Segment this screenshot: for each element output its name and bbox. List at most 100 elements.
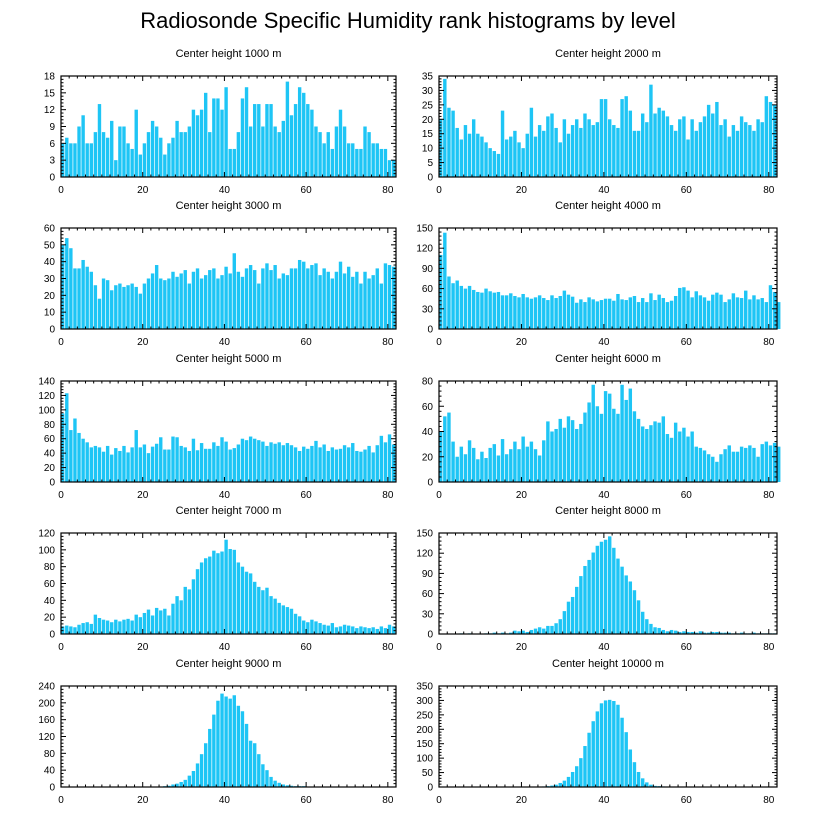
histogram-bar bbox=[326, 625, 330, 634]
histogram-bar bbox=[665, 116, 670, 177]
x-tick-label: 20 bbox=[516, 795, 528, 806]
histogram-bar bbox=[562, 290, 567, 329]
histogram-bar bbox=[554, 298, 558, 329]
histogram-bar bbox=[579, 127, 583, 177]
histogram-bar bbox=[244, 571, 249, 634]
histogram-bar bbox=[228, 698, 232, 788]
y-tick-label: 60 bbox=[422, 589, 434, 600]
histogram-bar bbox=[285, 443, 290, 482]
panel-title: Center height 1000 m bbox=[176, 48, 282, 60]
y-tick-label: 60 bbox=[44, 579, 56, 590]
y-tick-label: 12 bbox=[44, 105, 56, 116]
histogram-bar bbox=[322, 268, 326, 329]
histogram-bar bbox=[678, 287, 682, 329]
x-tick-label: 20 bbox=[137, 795, 149, 806]
histogram-bar bbox=[504, 454, 509, 482]
histogram-bar bbox=[517, 297, 521, 329]
histogram-bar bbox=[297, 616, 302, 634]
histogram-bar bbox=[748, 299, 752, 329]
histogram-bar bbox=[216, 98, 220, 177]
histogram-bar bbox=[735, 130, 740, 177]
histogram-bar bbox=[509, 449, 513, 482]
histogram-bar bbox=[443, 232, 447, 329]
histogram-bar bbox=[669, 437, 674, 482]
histogram-bar bbox=[146, 132, 151, 177]
histogram-bar bbox=[727, 136, 731, 177]
histogram-bar bbox=[727, 299, 731, 329]
histogram-bar bbox=[97, 447, 102, 482]
histogram-bar bbox=[191, 579, 196, 634]
histogram-bar bbox=[591, 299, 595, 329]
y-tick-label: 15 bbox=[44, 88, 56, 99]
histogram-bar bbox=[261, 590, 265, 634]
histogram-bar bbox=[163, 154, 167, 177]
histogram-bar bbox=[253, 581, 257, 634]
histogram-bar bbox=[669, 300, 674, 329]
histogram-bar bbox=[706, 300, 711, 329]
histogram-bar bbox=[253, 743, 257, 787]
histogram-bar bbox=[224, 87, 228, 177]
y-tick-label: 40 bbox=[422, 427, 434, 438]
panel-title: Center height 6000 m bbox=[555, 353, 661, 365]
x-tick-label: 80 bbox=[382, 490, 394, 501]
histogram-bar bbox=[492, 444, 497, 483]
histogram-bar bbox=[355, 628, 359, 634]
histogram-bar bbox=[537, 455, 542, 482]
histogram-bar bbox=[575, 586, 579, 634]
histogram-bar bbox=[203, 448, 208, 482]
histogram-bar bbox=[257, 104, 261, 177]
histogram-bar bbox=[731, 451, 736, 482]
histogram-bar bbox=[620, 299, 624, 329]
histogram-bar bbox=[199, 562, 204, 634]
histogram-bar bbox=[443, 416, 447, 482]
histogram-bar bbox=[739, 298, 744, 329]
histogram-bar bbox=[142, 612, 147, 634]
histogram-bar bbox=[232, 448, 236, 482]
histogram-bar bbox=[525, 446, 529, 482]
histogram-bar bbox=[150, 120, 155, 177]
histogram-bar bbox=[105, 445, 110, 482]
histogram-bar bbox=[583, 746, 587, 787]
histogram-bar bbox=[661, 416, 666, 482]
histogram-bar bbox=[542, 130, 546, 177]
histogram-bar bbox=[134, 430, 138, 482]
histogram-bar bbox=[220, 437, 224, 482]
y-tick-label: 160 bbox=[38, 715, 55, 726]
histogram-bar bbox=[591, 721, 595, 787]
histogram-bar bbox=[529, 298, 534, 329]
histogram-bar bbox=[612, 125, 616, 177]
histogram-bar bbox=[110, 454, 114, 482]
histogram-bar bbox=[322, 143, 326, 177]
panel-title: Center height 5000 m bbox=[176, 353, 282, 365]
histogram-bar bbox=[338, 448, 343, 482]
histogram-bar bbox=[455, 280, 459, 329]
histogram-bar bbox=[138, 617, 143, 634]
histogram-bar bbox=[591, 125, 595, 177]
histogram-bar bbox=[351, 276, 355, 329]
y-tick-label: 90 bbox=[422, 264, 434, 275]
y-tick-label: 0 bbox=[427, 478, 433, 489]
histogram-bar bbox=[529, 441, 534, 482]
histogram-bar bbox=[744, 447, 748, 482]
histogram-bar bbox=[661, 110, 666, 177]
histogram-bar bbox=[146, 278, 151, 329]
histogram-bar bbox=[595, 301, 600, 329]
histogram-bar bbox=[150, 615, 155, 634]
histogram-bar bbox=[673, 422, 678, 482]
histogram-bar bbox=[739, 446, 744, 482]
histogram-bar bbox=[334, 627, 339, 634]
histogram-bar bbox=[318, 623, 322, 634]
histogram-bar bbox=[118, 621, 122, 635]
histogram-bar bbox=[599, 413, 604, 482]
y-tick-label: 0 bbox=[49, 630, 55, 641]
histogram-bar bbox=[636, 600, 641, 634]
histogram-bar bbox=[154, 607, 159, 634]
histogram-bar bbox=[367, 628, 371, 634]
histogram-bar bbox=[183, 270, 187, 329]
histogram-bar bbox=[517, 449, 521, 482]
histogram-bar bbox=[599, 300, 604, 329]
histogram-bar bbox=[636, 418, 641, 483]
histogram-bar bbox=[673, 296, 678, 329]
histogram-bar bbox=[760, 444, 764, 483]
histogram-bar bbox=[546, 625, 550, 634]
